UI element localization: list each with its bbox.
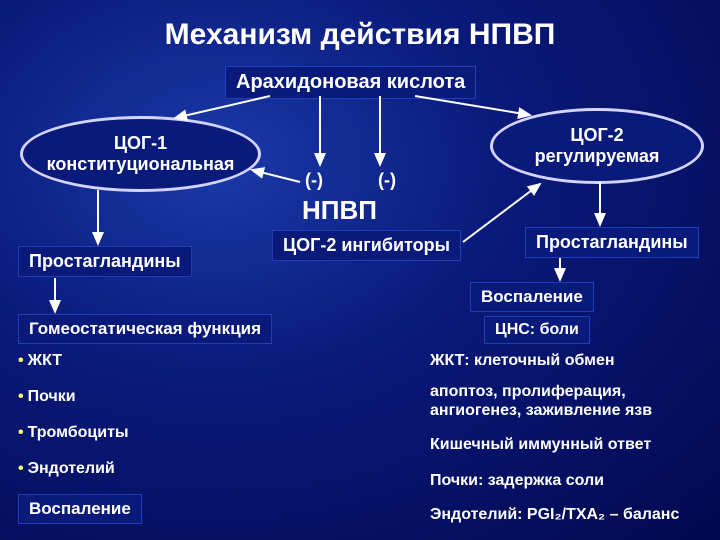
cox2-line2: регулируемая [535,146,660,167]
bullet-gkt: •ЖКТ [18,352,62,370]
inflammation-left: Воспаление [18,494,142,524]
kidney-right: Почки: задержка соли [430,472,604,490]
gkt-right: ЖКТ: клеточный обмен [430,352,615,370]
minus-left: (-) [305,170,323,191]
bullet-endothelium: •Эндотелий [18,460,115,478]
inflammation-right: Воспаление [470,282,594,312]
cox2-ellipse: ЦОГ-2 регулируемая [490,108,704,184]
bullet-icon: • [18,460,24,477]
cox1-line2: конституциональная [47,154,235,175]
bullet-kidney: •Почки [18,388,76,406]
apop-line1: апоптоз, пролиферация, [430,382,652,401]
cns-box: ЦНС: боли [484,316,590,344]
prostaglandins-left: Простагландины [18,246,192,277]
bullet-icon: • [18,388,24,405]
bullet-icon: • [18,424,24,441]
arachidonic-box: Арахидоновая кислота [225,66,476,99]
bullet-icon: • [18,352,24,369]
cox2-line1: ЦОГ-2 [570,125,623,146]
platelets-text: Тромбоциты [28,424,129,441]
apop-line2: ангиогенез, заживление язв [430,401,652,420]
gkt-text: ЖКТ [28,352,62,369]
cox2-inhibitors-box: ЦОГ-2 ингибиторы [272,230,461,261]
prostaglandins-right: Простагландины [525,227,699,258]
cox1-line1: ЦОГ-1 [114,133,167,154]
intestinal-text: Кишечный иммунный ответ [430,436,651,454]
endo-text: Эндотелий [28,460,115,477]
minus-right: (-) [378,170,396,191]
bullet-platelets: •Тромбоциты [18,424,129,442]
npvp-label: НПВП [302,195,377,226]
endo-right: Эндотелий: PGI₂/TXA₂ – баланс [430,506,679,524]
apoptosis-text: апоптоз, пролиферация, ангиогенез, зажив… [430,382,652,420]
homeostatic-box: Гомеостатическая функция [18,314,272,344]
kidney-text: Почки [28,388,76,405]
cox1-ellipse: ЦОГ-1 конституциональная [20,116,261,192]
slide-title: Механизм действия НПВП [0,0,720,52]
